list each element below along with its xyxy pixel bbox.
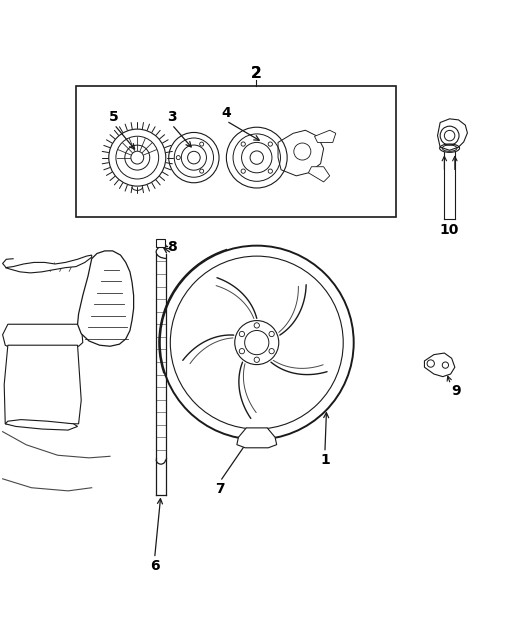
Text: 6: 6 [150, 560, 159, 574]
Polygon shape [438, 119, 467, 151]
Polygon shape [424, 353, 455, 376]
Text: 7: 7 [215, 482, 225, 496]
Text: 9: 9 [451, 384, 461, 398]
Polygon shape [78, 251, 134, 346]
Text: 4: 4 [222, 106, 231, 120]
Polygon shape [5, 255, 92, 273]
Polygon shape [5, 420, 78, 430]
Text: 1: 1 [320, 454, 330, 468]
Bar [156, 239, 165, 247]
Text: 2: 2 [250, 66, 261, 81]
Text: 8: 8 [167, 241, 177, 254]
Polygon shape [309, 167, 330, 182]
Text: 5: 5 [110, 110, 119, 124]
Polygon shape [237, 428, 277, 448]
Bar [76, 86, 396, 217]
Polygon shape [278, 130, 324, 176]
Text: 3: 3 [167, 110, 177, 124]
Polygon shape [314, 130, 336, 142]
Text: 2: 2 [250, 66, 261, 81]
Polygon shape [3, 324, 83, 348]
Polygon shape [4, 345, 81, 424]
Text: 10: 10 [440, 223, 459, 237]
